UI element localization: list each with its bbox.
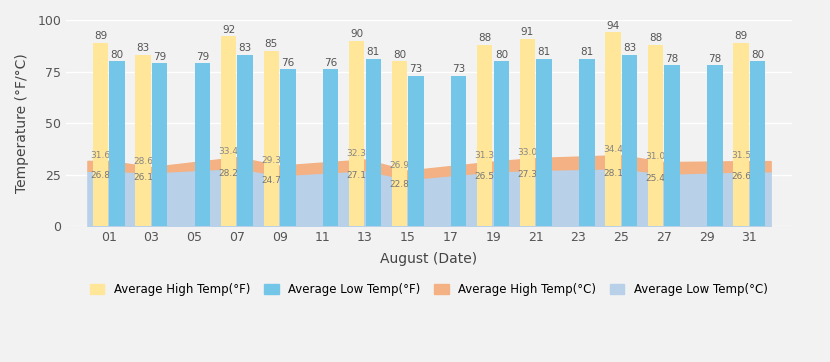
Text: 34.4: 34.4 [603,145,622,154]
Text: 31.0: 31.0 [646,152,666,161]
Bar [665,65,680,226]
Text: 89: 89 [735,31,748,41]
Text: 81: 81 [580,47,593,58]
Text: 83: 83 [238,43,251,53]
Text: 79: 79 [196,52,209,62]
Text: 27.3: 27.3 [517,171,538,180]
Text: 26.8: 26.8 [90,172,110,180]
Bar [648,45,663,226]
Bar [349,41,364,226]
Bar [365,59,381,226]
Text: 73: 73 [452,64,466,74]
Text: 89: 89 [94,31,107,41]
Bar [520,38,535,226]
Text: 32.3: 32.3 [347,150,367,159]
Text: 27.1: 27.1 [347,171,367,180]
Bar [264,51,279,226]
Text: 76: 76 [281,58,295,68]
Text: 76: 76 [324,58,337,68]
Text: 80: 80 [110,50,124,60]
Text: 88: 88 [478,33,491,43]
Text: 83: 83 [622,43,636,53]
Text: 31.6: 31.6 [90,151,110,160]
Bar [408,76,423,226]
Text: 26.6: 26.6 [731,172,751,181]
Text: 31.3: 31.3 [475,152,495,160]
Text: 79: 79 [154,52,166,62]
Text: 24.7: 24.7 [261,176,281,185]
Bar [749,61,765,226]
X-axis label: August (Date): August (Date) [380,252,477,266]
Text: 88: 88 [649,33,662,43]
Bar [536,59,552,226]
Bar [494,61,509,226]
Bar [707,65,723,226]
Bar [221,37,237,226]
Text: 28.2: 28.2 [218,169,238,177]
Text: 80: 80 [495,50,508,60]
Bar [281,70,295,226]
Text: 92: 92 [222,25,235,35]
Text: 22.8: 22.8 [389,180,409,189]
Bar [323,70,339,226]
Bar [110,61,124,226]
Bar [392,61,407,226]
Bar [237,55,253,226]
Text: 94: 94 [606,21,619,31]
Text: 78: 78 [666,54,679,64]
Bar [733,43,749,226]
Bar [93,43,108,226]
Text: 85: 85 [265,39,278,49]
Text: 81: 81 [367,47,380,58]
Text: 26.1: 26.1 [133,173,154,182]
Bar [152,63,168,226]
Legend: Average High Temp(°F), Average Low Temp(°F), Average High Temp(°C), Average Low : Average High Temp(°F), Average Low Temp(… [85,277,774,302]
Text: 29.3: 29.3 [261,156,281,165]
Bar [451,76,466,226]
Text: 26.5: 26.5 [475,172,495,181]
Y-axis label: Temperature (°F/°C): Temperature (°F/°C) [15,53,29,193]
Text: 81: 81 [538,47,551,58]
Text: 78: 78 [708,54,721,64]
Text: 25.4: 25.4 [646,174,666,183]
Bar [605,32,621,226]
Text: 28.1: 28.1 [603,169,622,178]
Bar [622,55,637,226]
Text: 33.4: 33.4 [218,147,238,156]
Text: 80: 80 [751,50,764,60]
Text: 91: 91 [521,27,535,37]
Bar [135,55,151,226]
Text: 28.6: 28.6 [133,157,154,166]
Text: 33.0: 33.0 [517,148,538,157]
Text: 80: 80 [393,50,406,60]
Text: 83: 83 [137,43,149,53]
Text: 90: 90 [350,29,364,39]
Bar [579,59,594,226]
Bar [477,45,492,226]
Bar [195,63,210,226]
Text: 26.9: 26.9 [389,161,409,169]
Text: 31.5: 31.5 [731,151,751,160]
Text: 73: 73 [409,64,422,74]
